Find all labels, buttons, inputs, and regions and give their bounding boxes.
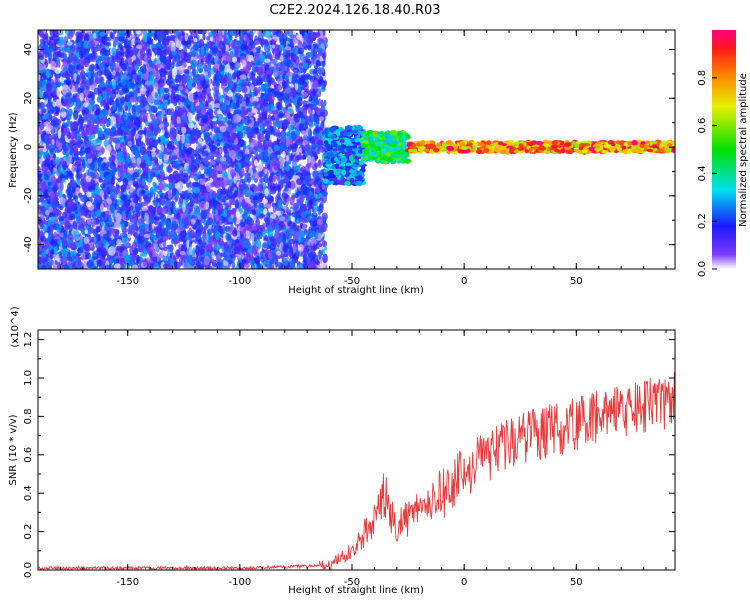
heatmap-cell [158, 153, 165, 160]
heatmap-cell [152, 181, 157, 187]
heatmap-cell [264, 168, 268, 175]
heatmap-cell [322, 240, 328, 248]
heatmap-cell [270, 213, 277, 219]
heatmap-cell [280, 131, 286, 141]
heatmap-cell [193, 30, 198, 36]
figure-title: C2E2.2024.126.18.40.R03 [269, 3, 440, 18]
heatmap-cell [264, 188, 269, 197]
heatmap-cell [309, 232, 313, 239]
heatmap-cell [184, 142, 191, 148]
heatmap-cell [151, 43, 158, 49]
heatmap-cell [229, 210, 235, 215]
heatmap-cell [108, 138, 113, 145]
heatmap-cell [274, 145, 281, 152]
heatmap-cell [198, 30, 203, 35]
heatmap-cell [63, 264, 70, 269]
heatmap-cell [167, 144, 172, 150]
heatmap-cell [141, 178, 146, 186]
heatmap-cell [276, 250, 282, 256]
heatmap-cell [253, 150, 259, 155]
heatmap-cell [245, 224, 253, 231]
heatmap-cells [38, 30, 675, 269]
heatmap-cell [209, 146, 217, 152]
heatmap-cell [103, 118, 108, 125]
heatmap-cell [95, 172, 100, 180]
heatmap-cell [183, 69, 190, 74]
heatmap-cell [178, 149, 185, 156]
heatmap-cell [278, 70, 284, 76]
heatmap-cell [240, 178, 244, 183]
heatmap-cell [178, 198, 184, 204]
heatmap-cell [317, 206, 322, 216]
heatmap-cell [273, 36, 280, 41]
heatmap-cell [79, 65, 85, 70]
heatmap-cell [213, 152, 218, 157]
heatmap-cell [143, 233, 151, 239]
heatmap-cell [237, 253, 245, 259]
heatmap-cell [178, 64, 185, 75]
heatmap-cell [124, 242, 130, 248]
